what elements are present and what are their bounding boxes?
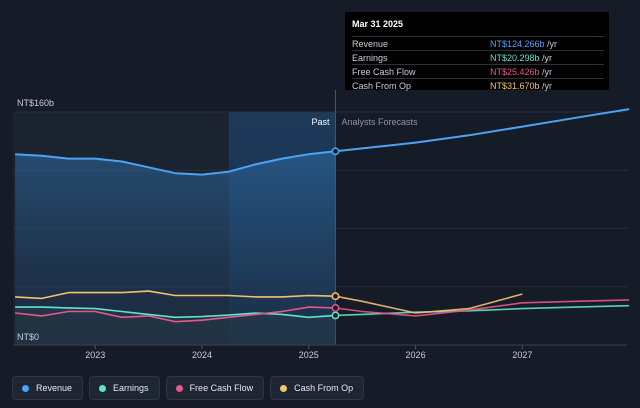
series-markers: [331, 147, 340, 320]
tooltip-row-revenue: Revenue NT$124.266b /yr: [352, 36, 604, 51]
series-areas: [15, 151, 336, 345]
tooltip-label: Cash From Op: [352, 81, 412, 91]
series-lines: [15, 108, 630, 323]
legend-label: Earnings: [113, 383, 149, 393]
cash-from-op-past-line: [15, 290, 336, 300]
legend-dot-icon: [99, 384, 107, 392]
tooltip-row-free-cash-flow: Free Cash Flow NT$25.426b /yr: [352, 64, 604, 79]
forecast-label: Analysts Forecasts: [341, 117, 418, 127]
free-cash-flow-forecast-line: [335, 299, 630, 317]
x-tick-label: 2027: [512, 350, 532, 360]
y-axis-bottom-label: NT$0: [17, 332, 39, 342]
tooltip-value: NT$31.670b /yr: [490, 81, 553, 91]
legend-dot-icon: [22, 384, 29, 392]
legend-item-revenue[interactable]: Revenue: [12, 376, 84, 400]
legend-label: Cash From Op: [294, 383, 354, 393]
tooltip-row-cash-from-op: Cash From Op NT$31.670b /yr: [352, 78, 604, 91]
past-label: Past: [311, 117, 330, 127]
legend-item-earnings[interactable]: Earnings: [89, 376, 160, 400]
cash-from-op-forecast-line: [335, 293, 523, 314]
data-tooltip: Mar 31 2025 Revenue NT$124.266b /yr Earn…: [345, 12, 609, 91]
y-axis-top-label: NT$160b: [17, 98, 54, 108]
free-cash-flow-past-line: [15, 306, 336, 323]
tooltip-label: Earnings: [352, 53, 388, 63]
chart-legend: Revenue Earnings Free Cash Flow Cash Fro…: [12, 376, 365, 402]
x-axis-ticks: 2023 2024 2025 2026 2027: [13, 344, 627, 360]
legend-item-cash-from-op[interactable]: Cash From Op: [270, 376, 365, 400]
tooltip-value: NT$20.298b /yr: [490, 53, 553, 63]
tooltip-value: NT$25.426b /yr: [490, 67, 553, 77]
tooltip-row-earnings: Earnings NT$20.298b /yr: [352, 50, 604, 65]
tooltip-value: NT$124.266b /yr: [490, 39, 558, 49]
x-tick-label: 2024: [192, 350, 212, 360]
tooltip-label: Free Cash Flow: [352, 67, 416, 77]
legend-item-free-cash-flow[interactable]: Free Cash Flow: [165, 376, 265, 400]
tooltip-label: Revenue: [352, 39, 389, 49]
earnings-past-area: [15, 307, 336, 345]
legend-dot-icon: [175, 384, 183, 392]
x-tick-label: 2023: [85, 350, 105, 360]
x-tick-label: 2025: [299, 350, 319, 360]
earnings-past-line: [15, 306, 336, 319]
free-cash-flow-marker: [331, 304, 340, 312]
x-tick-label: 2026: [406, 350, 426, 360]
legend-label: Free Cash Flow: [189, 383, 254, 393]
revenue-forecast-line: [335, 108, 630, 153]
legend-label: Revenue: [36, 383, 73, 393]
legend-dot-icon: [280, 384, 288, 392]
earnings-forecast-line: [335, 304, 630, 317]
tooltip-date: Mar 31 2025: [352, 19, 404, 29]
revenue-marker: [331, 147, 340, 156]
revenue-past-line: [15, 150, 336, 176]
cash-from-op-marker: [331, 292, 340, 301]
earnings-marker: [331, 311, 340, 320]
